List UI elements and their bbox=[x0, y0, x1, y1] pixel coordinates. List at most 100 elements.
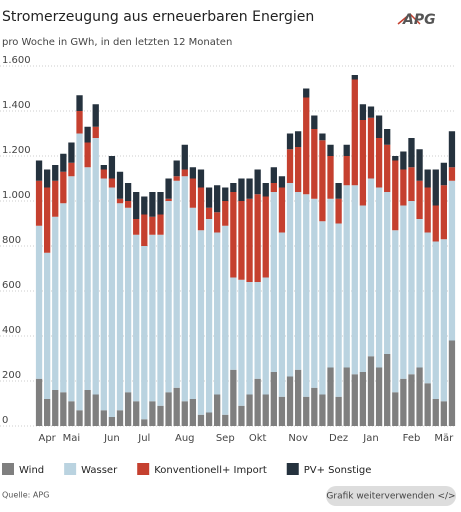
y-tick-label: 1.200 bbox=[2, 145, 31, 156]
bar-segment bbox=[92, 138, 99, 395]
bar-segment bbox=[246, 198, 253, 282]
bar-segment bbox=[254, 194, 261, 282]
bar-segment bbox=[189, 399, 197, 426]
bar-segment bbox=[286, 376, 294, 426]
legend-label: Wasser bbox=[81, 465, 118, 476]
bar-segment bbox=[124, 183, 132, 201]
x-tick-label: Sep bbox=[216, 433, 235, 444]
bar-segment bbox=[230, 183, 237, 192]
bar-segment bbox=[60, 171, 67, 204]
bar-segment bbox=[133, 234, 140, 402]
bar-segment bbox=[181, 176, 188, 402]
bar-segment bbox=[52, 165, 59, 181]
bar-segment bbox=[157, 405, 164, 426]
bar-segment bbox=[384, 144, 391, 192]
y-tick-label: 1.400 bbox=[2, 100, 31, 111]
bar-segment bbox=[100, 178, 107, 411]
bar-segment bbox=[68, 162, 75, 177]
bar-segment bbox=[149, 216, 156, 235]
bar-segment bbox=[286, 183, 294, 377]
chart-title: Stromerzeugung aus erneuerbaren Energien bbox=[2, 9, 314, 25]
bar-segment bbox=[68, 142, 75, 163]
y-tick-label: 800 bbox=[2, 235, 21, 246]
bar-segment bbox=[238, 178, 245, 201]
bar-segment bbox=[319, 133, 326, 141]
bar-segment bbox=[205, 412, 213, 426]
bar-segment bbox=[76, 111, 83, 134]
bar-segment bbox=[270, 192, 277, 372]
bar-segment bbox=[278, 176, 286, 188]
y-tick-label: 1.600 bbox=[2, 55, 31, 66]
bar-segment bbox=[384, 354, 391, 426]
x-tick-label: Nov bbox=[288, 433, 308, 444]
bar-segment bbox=[359, 205, 367, 372]
bar-segment bbox=[343, 185, 350, 368]
bar-segment bbox=[270, 372, 277, 426]
bar-segment bbox=[205, 207, 213, 219]
bar-segment bbox=[197, 230, 205, 415]
legend-swatch bbox=[137, 463, 150, 475]
bar-segment bbox=[133, 401, 140, 426]
bar-segment bbox=[43, 252, 51, 399]
bar-segment bbox=[124, 207, 132, 393]
bar-segment bbox=[448, 131, 456, 168]
bar-segment bbox=[400, 169, 407, 206]
bar-segment bbox=[141, 214, 148, 246]
bar-segment bbox=[351, 79, 358, 186]
bar-segment bbox=[327, 367, 334, 426]
bar-segment bbox=[52, 216, 59, 390]
bar-segment bbox=[92, 394, 99, 426]
bar-segment bbox=[416, 219, 423, 368]
bar-segment bbox=[165, 201, 172, 393]
bar-segment bbox=[335, 183, 342, 199]
bar-segment bbox=[197, 187, 205, 231]
bar-segment bbox=[384, 192, 391, 354]
bar-segment bbox=[351, 75, 358, 80]
bar-segment bbox=[141, 196, 148, 215]
bar-segment bbox=[400, 378, 407, 426]
bar-segment bbox=[286, 149, 294, 183]
bar-segment bbox=[343, 156, 350, 186]
bar-segment bbox=[319, 140, 326, 222]
button-bg[interactable] bbox=[326, 486, 456, 506]
bar-segment bbox=[165, 178, 172, 199]
bar-segment bbox=[116, 198, 124, 204]
bar-segment bbox=[108, 156, 116, 179]
bar-segment bbox=[278, 187, 286, 233]
bar-segment bbox=[311, 115, 318, 129]
bar-segment bbox=[432, 169, 439, 206]
bar-segment bbox=[108, 187, 116, 417]
bar-segment bbox=[173, 180, 180, 388]
bar-segment bbox=[214, 185, 221, 213]
bar-segment bbox=[327, 144, 334, 156]
bar-segment bbox=[416, 367, 423, 426]
bar-segment bbox=[43, 169, 51, 188]
x-tick-label: Feb bbox=[403, 433, 421, 444]
bar-segment bbox=[181, 169, 188, 177]
x-tick-label: Apr bbox=[38, 433, 56, 444]
button[interactable]: Grafik weiterverwenden </> bbox=[326, 492, 455, 502]
bar-segment bbox=[294, 192, 302, 370]
bar-segment bbox=[222, 414, 229, 426]
bar-segment bbox=[246, 178, 253, 199]
bar-segment bbox=[141, 419, 148, 426]
bar-segment bbox=[60, 153, 67, 172]
bar-segment bbox=[214, 394, 221, 426]
x-tick-label: Dez bbox=[329, 433, 348, 444]
bar-segment bbox=[424, 187, 431, 233]
bar-segment bbox=[222, 187, 229, 201]
bar-segment bbox=[165, 392, 172, 426]
bar-segment bbox=[294, 147, 302, 192]
bar-segment bbox=[375, 138, 383, 188]
bar-segment bbox=[278, 396, 286, 426]
bar-segment bbox=[408, 201, 415, 375]
bar-segment bbox=[76, 95, 83, 111]
bar-segment bbox=[327, 156, 334, 199]
bar-segment bbox=[197, 169, 205, 188]
bar-segment bbox=[133, 219, 140, 235]
y-tick-label: 1.000 bbox=[2, 190, 31, 201]
bar-segment bbox=[432, 241, 439, 399]
bar-segment bbox=[52, 390, 59, 426]
y-tick-label: 200 bbox=[2, 370, 21, 381]
